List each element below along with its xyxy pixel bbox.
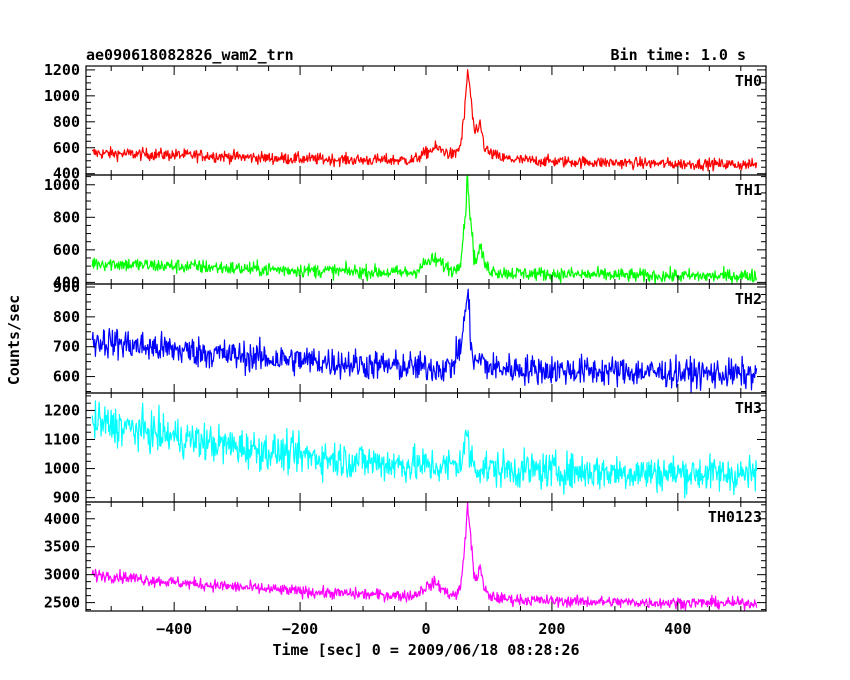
x-tick-label: −200 bbox=[282, 620, 318, 638]
y-tick-label: 400 bbox=[53, 165, 80, 183]
panel-frame-th0123 bbox=[85, 501, 767, 612]
series-line-th0123 bbox=[91, 501, 758, 612]
y-tick-label: 600 bbox=[53, 368, 80, 386]
y-tick-label: 3000 bbox=[44, 566, 80, 584]
chart-title: ae090618082826_wam2_trn bbox=[86, 46, 294, 64]
series-line-th1 bbox=[91, 174, 758, 285]
y-tick-label: 2500 bbox=[44, 594, 80, 612]
panel-label-th0123: TH0123 bbox=[708, 508, 762, 526]
y-tick-label: 900 bbox=[53, 278, 80, 296]
panel-label-th0: TH0 bbox=[735, 72, 762, 90]
series-line-th3 bbox=[91, 400, 758, 499]
y-axis-label: Counts/sec bbox=[5, 295, 23, 385]
y-tick-label: 400 bbox=[53, 273, 80, 291]
y-tick-label: 800 bbox=[53, 208, 80, 226]
y-tick-label: 600 bbox=[53, 241, 80, 259]
panel-frame-th3 bbox=[85, 392, 767, 503]
y-tick-label: 1100 bbox=[44, 431, 80, 449]
y-tick-label: 1000 bbox=[44, 460, 80, 478]
y-tick-label: 900 bbox=[53, 489, 80, 507]
y-tick-label: 3500 bbox=[44, 538, 80, 556]
panel-label-th1: TH1 bbox=[735, 181, 762, 199]
panel-label-th2: TH2 bbox=[735, 290, 762, 308]
panel-label-th3: TH3 bbox=[735, 399, 762, 417]
x-axis-label: Time [sec] 0 = 2009/06/18 08:28:26 bbox=[272, 641, 579, 659]
y-tick-label: 800 bbox=[53, 113, 80, 131]
x-tick-label: 0 bbox=[421, 620, 430, 638]
x-tick-label: 400 bbox=[664, 620, 691, 638]
series-line-th2 bbox=[91, 288, 758, 394]
series-line-th0 bbox=[91, 69, 758, 172]
x-tick-label: −400 bbox=[156, 620, 192, 638]
bin-time-label: Bin time: 1.0 s bbox=[611, 46, 746, 64]
y-tick-label: 1200 bbox=[44, 401, 80, 419]
y-tick-label: 4000 bbox=[44, 510, 80, 528]
y-tick-label: 800 bbox=[53, 308, 80, 326]
y-tick-label: 700 bbox=[53, 338, 80, 356]
y-tick-label: 1200 bbox=[44, 61, 80, 79]
y-tick-label: 600 bbox=[53, 139, 80, 157]
y-tick-label: 1000 bbox=[44, 176, 80, 194]
panels-group: 400 600 800 1000 1200 TH0 400 600 800 1000 TH1 600 7… bbox=[44, 61, 767, 638]
y-tick-label: 1000 bbox=[44, 87, 80, 105]
x-tick-label: 200 bbox=[538, 620, 565, 638]
